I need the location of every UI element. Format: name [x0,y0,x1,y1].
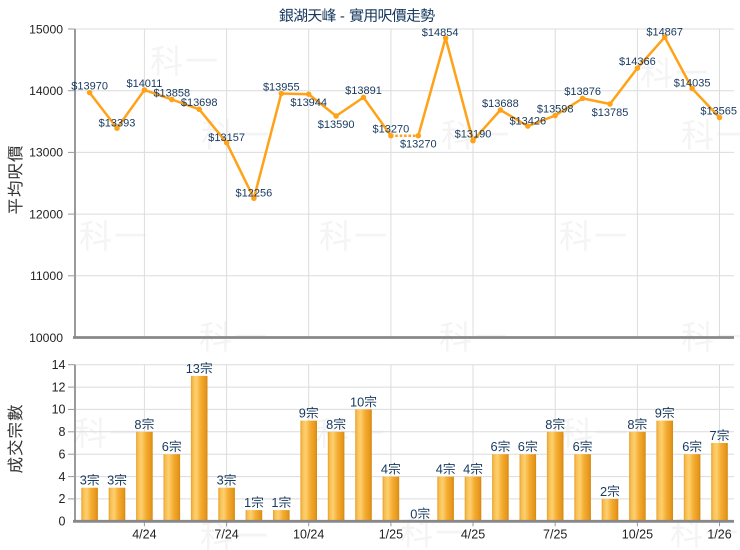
svg-text:$13970: $13970 [71,80,108,92]
svg-text:14: 14 [52,358,66,372]
svg-text:11000: 11000 [30,269,63,283]
svg-text:$14035: $14035 [674,78,711,90]
svg-text:1/25: 1/25 [379,528,403,542]
svg-text:9: 9 [655,406,662,421]
svg-text:2: 2 [59,492,66,506]
svg-text:4: 4 [463,462,470,477]
svg-text:3: 3 [107,473,114,488]
svg-text:$14366: $14366 [619,56,656,68]
svg-text:13000: 13000 [29,146,63,160]
svg-text:$13565: $13565 [700,105,737,117]
svg-text:$14854: $14854 [422,27,459,39]
svg-text:0: 0 [59,515,66,529]
svg-text:8: 8 [134,417,141,432]
svg-text:$14011: $14011 [126,78,162,90]
svg-text:$13785: $13785 [592,107,629,119]
svg-text:1: 1 [271,495,278,510]
svg-text:0: 0 [410,506,417,521]
svg-text:7/25: 7/25 [543,528,567,542]
svg-text:1/26: 1/26 [707,528,731,542]
svg-text:4: 4 [381,462,388,477]
svg-text:6: 6 [491,439,498,454]
svg-text:$13598: $13598 [537,103,574,115]
svg-text:10000: 10000 [29,331,63,345]
svg-text:$13688: $13688 [482,98,519,110]
svg-text:6: 6 [518,439,525,454]
svg-text:$13190: $13190 [455,129,492,141]
svg-text:15000: 15000 [29,22,63,36]
svg-text:$13698: $13698 [181,97,218,109]
svg-text:$13426: $13426 [509,115,546,127]
svg-text:$13590: $13590 [318,119,355,131]
svg-text:$13944: $13944 [290,97,327,109]
svg-text:$12256: $12256 [236,188,273,200]
svg-text:4: 4 [59,470,66,484]
svg-text:6: 6 [682,439,689,454]
svg-text:9: 9 [299,406,306,421]
svg-text:14000: 14000 [29,84,63,98]
svg-text:1: 1 [244,495,251,510]
svg-text:$13876: $13876 [564,86,601,98]
svg-text:7: 7 [710,428,717,443]
svg-text:8: 8 [326,417,333,432]
svg-text:10: 10 [350,394,364,409]
svg-text:3: 3 [80,473,87,488]
svg-text:10: 10 [52,403,66,417]
svg-text:$14867: $14867 [646,26,683,38]
svg-text:8: 8 [627,417,634,432]
svg-text:$13858: $13858 [153,87,190,99]
svg-text:$13270: $13270 [400,139,437,151]
svg-text:12000: 12000 [29,207,63,221]
svg-text:$13955: $13955 [263,81,300,93]
svg-text:10/25: 10/25 [622,528,653,542]
svg-text:8: 8 [545,417,552,432]
svg-text:6: 6 [162,439,169,454]
svg-text:$13270: $13270 [373,124,410,136]
svg-text:4/25: 4/25 [461,528,485,542]
svg-text:12: 12 [52,380,66,394]
svg-text:$13891: $13891 [345,85,382,97]
svg-text:6: 6 [59,448,66,462]
svg-text:3: 3 [217,473,224,488]
svg-text:$13393: $13393 [99,117,136,129]
svg-text:10/24: 10/24 [293,528,324,542]
svg-text:13: 13 [186,361,200,376]
svg-text:4/24: 4/24 [132,528,156,542]
svg-text:7/24: 7/24 [214,528,238,542]
svg-text:6: 6 [573,439,580,454]
svg-text:2: 2 [600,484,607,499]
svg-text:4: 4 [436,462,443,477]
svg-text:8: 8 [59,425,66,439]
svg-text:-: - [336,8,349,25]
svg-text:$13157: $13157 [208,132,245,144]
